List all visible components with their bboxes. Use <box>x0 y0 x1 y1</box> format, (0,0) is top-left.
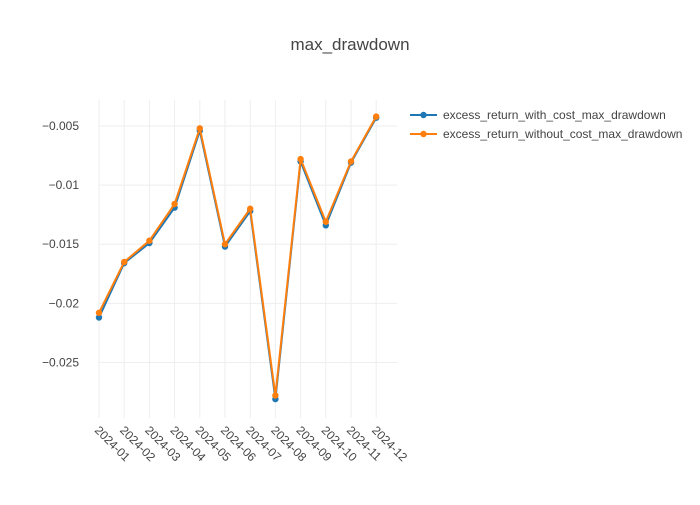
grid-layer <box>98 100 397 418</box>
y-tick-label: −0.025 <box>42 355 79 369</box>
legend-item[interactable]: excess_return_with_cost_max_drawdown <box>410 108 666 122</box>
series-line <box>98 117 378 401</box>
legend-label: excess_return_without_cost_max_drawdown <box>443 127 682 141</box>
series-layer <box>95 113 380 403</box>
data-point[interactable] <box>221 241 229 248</box>
data-point[interactable] <box>146 237 153 244</box>
data-point[interactable] <box>95 309 103 316</box>
data-point[interactable] <box>322 218 329 225</box>
data-point[interactable] <box>196 125 203 132</box>
y-tick-label: −0.01 <box>49 178 80 192</box>
series-2 <box>95 113 380 399</box>
legend[interactable]: excess_return_with_cost_max_drawdownexce… <box>410 108 682 141</box>
data-point[interactable] <box>297 155 304 163</box>
y-tick-label: −0.005 <box>42 119 79 133</box>
series-line <box>98 116 378 397</box>
legend-label: excess_return_with_cost_max_drawdown <box>443 108 666 122</box>
axis-layer: −0.005−0.01−0.015−0.02−0.0252024-012024-… <box>42 119 410 464</box>
chart-title: max_drawdown <box>290 35 409 54</box>
data-point[interactable] <box>95 314 103 321</box>
y-tick-label: −0.02 <box>49 296 80 310</box>
data-point[interactable] <box>347 158 355 165</box>
legend-marker <box>420 130 427 138</box>
data-point[interactable] <box>247 205 254 212</box>
series-1 <box>95 114 380 403</box>
data-point[interactable] <box>171 200 178 208</box>
y-tick-label: −0.015 <box>42 237 79 251</box>
data-point[interactable] <box>272 392 279 399</box>
data-point[interactable] <box>121 258 128 266</box>
legend-marker <box>420 111 427 119</box>
data-point[interactable] <box>373 113 380 120</box>
legend-item[interactable]: excess_return_without_cost_max_drawdown <box>410 127 682 141</box>
